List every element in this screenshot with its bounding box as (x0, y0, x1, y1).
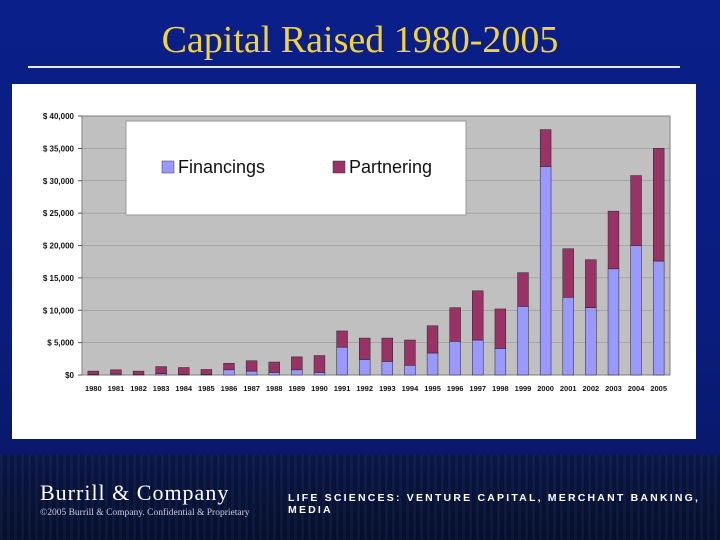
x-tick-label: 1995 (424, 384, 441, 393)
x-tick-label: 1996 (447, 384, 464, 393)
bar-financings-1996 (449, 341, 461, 376)
legend-label-financings: Financings (178, 157, 265, 177)
bar-partnering-1992 (359, 337, 371, 360)
chart-panel: $0 $ 5,000 $ 10,000 $ 15,000 $ 20,000 $ 25,00… (12, 84, 696, 439)
bar-partnering-1989 (291, 356, 303, 371)
bar-partnering-1993 (381, 337, 393, 362)
x-tick-label: 2005 (650, 384, 667, 393)
bar-financings-1991 (336, 346, 348, 376)
bar-partnering-1988 (268, 361, 280, 373)
x-tick-label: 2002 (583, 384, 600, 393)
x-tick-label: 1992 (356, 384, 373, 393)
x-tick-label: 2000 (537, 384, 554, 393)
bar-financings-1987 (245, 370, 258, 376)
x-tick-label: 1990 (311, 384, 328, 393)
y-tick-label: $ 35,000 (43, 144, 75, 153)
y-tick-label: $ 10,000 (43, 306, 75, 315)
bar-partnering-2005 (653, 148, 665, 262)
footer-tagline: LIFE SCIENCES: VENTURE CAPITAL, MERCHANT… (288, 492, 701, 516)
bar-financings-1989 (291, 369, 303, 376)
bar-financings-1994 (404, 365, 416, 376)
x-tick-label: 1986 (221, 384, 238, 393)
x-tick-label: 1980 (85, 384, 102, 393)
bar-partnering-1983 (155, 366, 167, 374)
bar-partnering-1998 (494, 308, 507, 349)
x-tick-label: 1997 (469, 384, 486, 393)
x-tick-label: 1991 (334, 384, 351, 393)
bar-partnering-1999 (517, 272, 529, 307)
x-tick-label: 1994 (402, 384, 420, 393)
bar-partnering-1986 (223, 363, 235, 371)
x-tick-label: 2003 (605, 384, 622, 393)
bar-partnering-1991 (336, 330, 348, 348)
x-tick-label: 2004 (628, 384, 646, 393)
bar-partnering-1984 (178, 367, 190, 375)
x-tick-label: 1989 (289, 384, 306, 393)
x-tick-label: 1999 (515, 384, 532, 393)
bar-financings-1998 (494, 348, 507, 376)
legend-swatch-partnering (332, 160, 346, 174)
bar-partnering-1985 (200, 369, 213, 375)
y-tick-label: $0 (65, 371, 74, 380)
legend-box (125, 120, 467, 216)
y-tick-label: $ 15,000 (43, 274, 75, 283)
bar-partnering-2004 (630, 175, 642, 246)
bar-partnering-1997 (472, 290, 484, 341)
bar-partnering-1996 (449, 307, 461, 342)
bars (87, 129, 665, 376)
bar-partnering-1995 (426, 325, 439, 354)
bar-financings-2002 (585, 307, 597, 376)
x-tick-label: 1988 (266, 384, 283, 393)
bar-partnering-1981 (110, 369, 122, 375)
bar-financings-1990 (313, 372, 326, 376)
bar-financings-2005 (653, 260, 665, 376)
bar-financings-1992 (359, 359, 371, 376)
y-tick-label: $ 25,000 (43, 209, 75, 218)
bar-financings-1997 (472, 339, 484, 376)
bar-partnering-1980 (87, 370, 99, 375)
y-tick-label: $ 20,000 (43, 242, 75, 251)
x-tick-label: 1984 (175, 384, 193, 393)
bar-partnering-2000 (539, 129, 552, 167)
bar-financings-1993 (381, 361, 393, 376)
legend: Financings Partnering (125, 120, 467, 216)
company-logo: Burrill & Company (40, 480, 230, 505)
bar-partnering-1990 (313, 355, 326, 373)
y-axis-ticks: $0 $ 5,000 $ 10,000 $ 15,000 $ 20,000 $ 25,00… (43, 112, 82, 380)
x-tick-label: 1985 (198, 384, 215, 393)
bar-financings-2000 (539, 166, 552, 376)
x-axis-ticks: 1980 1981 1982 1983 1984 1985 1986 1987 1988 1989… (85, 384, 667, 393)
slide-title: Capital Raised 1980-2005 (161, 19, 559, 61)
x-tick-label: 1998 (492, 384, 509, 393)
bar-financings-2001 (562, 297, 574, 376)
bar-financings-2004 (630, 245, 642, 376)
bar-partnering-1994 (404, 339, 416, 366)
x-tick-label: 2001 (560, 384, 577, 393)
bar-financings-2003 (607, 268, 620, 376)
bar-partnering-2003 (607, 210, 620, 270)
bar-financings-1999 (517, 306, 529, 376)
x-tick-label: 1987 (243, 384, 260, 393)
x-tick-label: 1981 (108, 384, 125, 393)
x-tick-label: 1993 (379, 384, 396, 393)
bar-financings-1995 (426, 352, 439, 376)
bar-financings-1986 (223, 369, 235, 376)
bar-partnering-2001 (562, 248, 574, 298)
bar-partnering-1987 (245, 360, 258, 372)
copyright-text: ©2005 Burrill & Company. Confidential & … (40, 508, 250, 518)
bar-partnering-2002 (585, 259, 597, 308)
y-tick-label: $ 40,000 (43, 112, 75, 121)
bar-partnering-1982 (132, 370, 145, 375)
footer-bar (0, 455, 720, 540)
title-divider (28, 66, 680, 68)
y-tick-label: $ 5,000 (47, 339, 74, 348)
y-tick-label: $ 30,000 (43, 177, 75, 186)
x-tick-label: 1982 (130, 384, 147, 393)
legend-label-partnering: Partnering (349, 157, 432, 177)
bar-financings-1988 (268, 372, 280, 376)
x-tick-label: 1983 (153, 384, 170, 393)
legend-swatch-financings (161, 160, 175, 174)
capital-raised-chart: $0 $ 5,000 $ 10,000 $ 15,000 $ 20,000 $ 25,00… (43, 112, 671, 393)
